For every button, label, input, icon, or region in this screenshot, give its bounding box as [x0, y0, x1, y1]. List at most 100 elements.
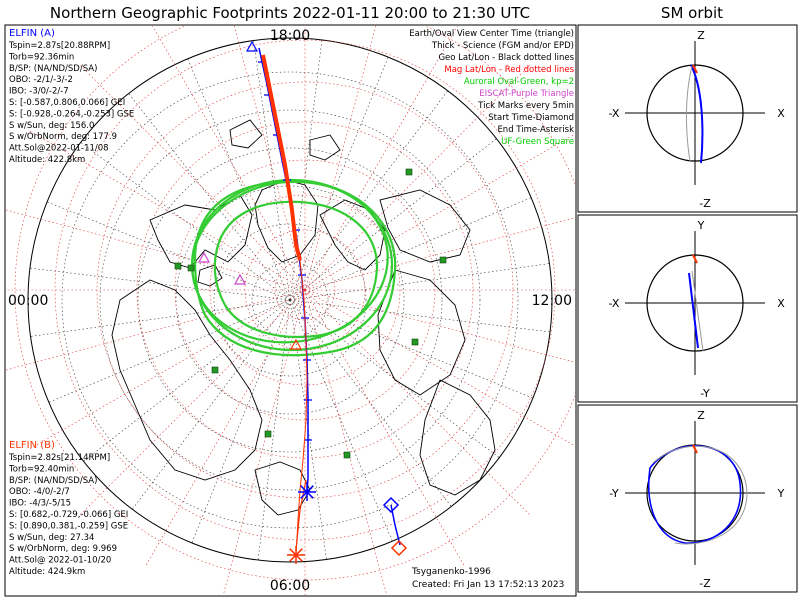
elfin-a-line: Torb=92.36min — [8, 52, 74, 62]
orbit-a — [690, 64, 704, 164]
elfin-a-line: Att.Sol@2022-01-11/08 — [9, 144, 109, 154]
elfin-a-start-diamond — [382, 496, 400, 514]
elfin-a-view-triangle — [245, 40, 259, 52]
orbit-earth-circle — [646, 64, 744, 162]
uf-square — [264, 430, 272, 438]
elfin-b-info: ELFIN (B) Tspin=2.82s[21.14RPM]Torb=92.4… — [8, 440, 128, 577]
coastline — [379, 189, 471, 263]
legend-entry: EISCAT-Purple Triangle — [479, 89, 574, 99]
uf-square — [187, 264, 195, 272]
legend-entry: End Time-Asterisk — [497, 125, 574, 135]
elfin-b-line: S w/OrbNorm, deg: 9.969 — [9, 544, 117, 554]
elfin-a-line: Altitude: 422.8km — [9, 155, 85, 165]
mag-meridian — [6, 289, 306, 371]
orbit-b-mark — [692, 254, 698, 264]
mag-lat-circle — [54, 39, 556, 541]
orbit-panel: Y -Y -X X — [577, 214, 798, 403]
elfin-a-line: S: [-0.928,-0.264,-0.253] GSE — [9, 109, 134, 119]
orbit-label-top: Z — [697, 29, 705, 42]
uf-square — [411, 338, 419, 346]
orbit-label-right: Y — [777, 487, 785, 500]
orbit-label-bottom: -Z — [699, 197, 711, 210]
mag-meridian — [304, 289, 466, 568]
polar-map: 18:00 00:00 12:00 06:00 Earth/Oval View … — [6, 26, 575, 595]
elfin-b-line: S: [0.682,-0.729,-0.066] GEI — [9, 510, 128, 520]
legend-entry: Earth/Oval View Center Time (triangle) — [409, 29, 574, 39]
mag-meridian — [304, 289, 575, 447]
time-label-right: 12:00 — [532, 293, 572, 309]
mag-lat-circle — [209, 194, 401, 386]
uf-square — [405, 168, 413, 176]
orbit-panel: Z -Z -X X — [577, 24, 798, 213]
time-label-left: 00:00 — [8, 293, 48, 309]
elfin-a-line: S w/Sun, deg: 156.0 — [9, 121, 94, 131]
created-label: Created: Fri Jan 13 17:52:13 2023 — [412, 580, 564, 590]
elfin-a-line: IBO: -3/0/-2/-7 — [9, 87, 69, 97]
time-label-top: 18:00 — [270, 28, 310, 44]
legend-entry: Tick Marks every 5min — [477, 101, 574, 111]
mag-meridian — [304, 26, 458, 291]
geo-lat-circle — [137, 147, 443, 453]
orbit-b-shadow — [686, 65, 693, 162]
figure-title: Northern Geographic Footprints 2022-01-1… — [50, 4, 530, 22]
orbit-panel-frame — [577, 404, 798, 593]
coastlines — [111, 119, 496, 516]
elfin-b-line: Torb=92.40min — [8, 464, 74, 474]
coastline — [149, 194, 253, 269]
mag-meridian — [233, 26, 306, 291]
elfin-a-line: OBO: -2/1/-3/-2 — [9, 75, 73, 85]
elfin-b-line: Tspin=2.82s[21.14RPM] — [8, 453, 110, 463]
orbit-label-left: -Y — [609, 487, 619, 500]
elfin-b-track — [295, 259, 308, 556]
elfin-b-line: Att.Sol@ 2022-01-10/20 — [9, 556, 111, 566]
elfin-b-start-diamond — [390, 539, 408, 557]
legend-entry: Geo Lat/Lon - Black dotted lines — [438, 53, 574, 63]
legend-entry: Thick - Science (FGM and/or EPD) — [431, 41, 574, 51]
elfin-a-line: B/SP: (NA/ND/SD/SA) — [9, 64, 97, 74]
elfin-a-line: Tspin=2.87s[20.88RPM] — [8, 41, 110, 51]
orbit-earth-circle — [646, 444, 744, 542]
coastline — [319, 199, 386, 271]
uf-square — [439, 256, 447, 264]
coastline — [419, 379, 496, 496]
time-label-bottom: 06:00 — [270, 578, 310, 594]
eiscat-triangle — [197, 251, 211, 263]
mag-meridian — [27, 289, 306, 451]
mag-meridian — [78, 289, 306, 517]
orbit-earth-circle — [646, 254, 744, 352]
coastline — [254, 461, 311, 516]
coastline — [309, 134, 341, 161]
orbit-a — [688, 272, 699, 349]
legend-entry: UF-Green Square — [501, 137, 574, 147]
mag-meridian — [304, 289, 388, 595]
orbit-b-mark — [692, 444, 698, 454]
elfin-a-start-segment — [390, 504, 401, 546]
elfin-a-end-asterisk — [300, 485, 314, 499]
orbit-panel-frame — [577, 24, 798, 213]
legend-entry: Auroral Oval-Green, kp=2 — [464, 77, 574, 87]
orbit-panel-frame — [577, 214, 798, 403]
footprint-tracks — [245, 40, 408, 564]
orbit-label-top: Z — [697, 409, 705, 422]
elfin-b-end-asterisk — [289, 548, 303, 562]
orbit-label-left: -X — [609, 107, 620, 120]
elfin-b-view-triangle — [289, 338, 303, 350]
mag-meridian — [78, 63, 306, 291]
legend: Earth/Oval View Center Time (triangle) Th… — [409, 29, 574, 147]
elfin-b-title: ELFIN (B) — [9, 440, 55, 451]
orbit-label-top: Y — [697, 219, 705, 232]
geo-lat-circle — [213, 223, 367, 377]
elfin-b-line: Altitude: 424.9km — [9, 567, 85, 577]
geo-lat-circle — [61, 71, 519, 529]
orbit-label-bottom: -Y — [700, 387, 710, 400]
orbit-panels: Z -Z -X X Y -Y -X X Z -Z -Y Y — [577, 24, 798, 593]
orbit-b-shadow — [691, 270, 704, 352]
mag-meridian — [304, 26, 377, 291]
orbit-label-right: X — [777, 107, 785, 120]
coastline — [377, 269, 466, 396]
elfin-b-line: S w/Sun, deg: 27.34 — [9, 533, 94, 543]
elfin-a-title: ELFIN (A) — [9, 28, 55, 39]
eiscat-markers — [197, 251, 247, 285]
model-label: Tsyganenko-1996 — [411, 567, 491, 577]
